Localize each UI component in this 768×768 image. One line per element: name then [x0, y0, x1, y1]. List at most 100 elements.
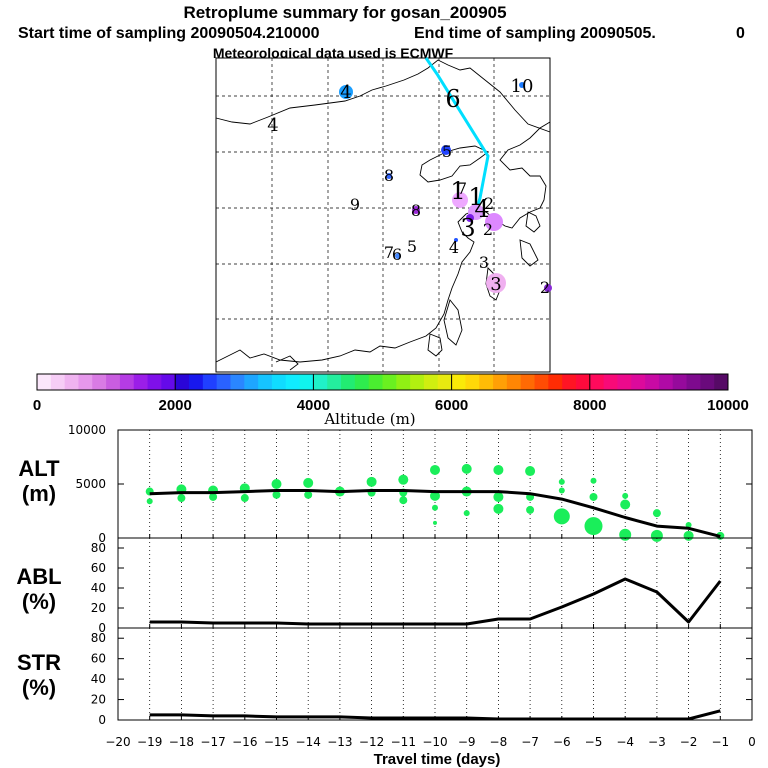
- colorbar-cell: [258, 374, 273, 390]
- panel-units: (%): [21, 589, 57, 614]
- colorbar-cell: [341, 374, 356, 390]
- map-dot: [544, 284, 552, 292]
- colorbar-cell: [106, 374, 121, 390]
- map-dot: [519, 82, 525, 88]
- map-dot: [339, 85, 353, 99]
- panel-abl: 0 20 40 60 80: [91, 537, 753, 635]
- colorbar-tick-label: 2000: [159, 397, 192, 414]
- colorbar-cell: [244, 374, 259, 390]
- panel-label-str: STR (%): [4, 650, 74, 700]
- altitude-particle: [526, 505, 535, 514]
- map-day-label: 7: [457, 179, 467, 198]
- x-tick-label: −8: [490, 735, 508, 749]
- altitude-particle: [177, 494, 186, 503]
- panel-units: (m): [21, 481, 57, 506]
- colorbar-cell: [147, 374, 162, 390]
- colorbar-cell: [368, 374, 383, 390]
- map-day-label: 3: [490, 274, 501, 295]
- altitude-particle: [650, 529, 663, 542]
- colorbar-tick-label: 6000: [435, 397, 468, 414]
- altitude-particle: [461, 463, 472, 474]
- y-tick-label: 60: [91, 652, 106, 666]
- colorbar-cell: [714, 374, 729, 390]
- y-tick-label: 0: [98, 713, 106, 727]
- altitude-particle: [558, 478, 565, 485]
- map-day-label: 2: [540, 278, 550, 297]
- altitude-colorbar: 0 2000 4000 6000 8000 10000 Altitude (m): [33, 373, 749, 428]
- altitude-particle: [240, 494, 249, 503]
- altitude-particle: [463, 510, 470, 517]
- x-tick-label: −17: [200, 735, 225, 749]
- x-tick-label: −10: [422, 735, 447, 749]
- map-day-label: 8: [411, 201, 421, 220]
- chart-title: Retroplume summary for gosan_200905: [183, 3, 507, 22]
- panel-label-alt: ALT (m): [4, 456, 74, 506]
- altitude-particle: [303, 477, 314, 488]
- map-dot: [386, 173, 392, 179]
- altitude-particle: [209, 492, 218, 501]
- colorbar-cell: [410, 374, 425, 390]
- map-day-label: 4: [267, 115, 278, 136]
- colorbar-cell: [437, 374, 453, 390]
- altitude-particle: [553, 508, 570, 525]
- altitude-particle: [685, 522, 692, 529]
- colorbar-cell: [50, 374, 66, 390]
- altitude-particle: [622, 492, 629, 499]
- altitude-particle: [146, 498, 153, 505]
- colorbar-ticks: 0 2000 4000 6000 8000 10000: [33, 374, 749, 414]
- x-tick-label: −16: [232, 735, 257, 749]
- colorbar-cell: [423, 374, 439, 390]
- end-time-label: End time of sampling 20090505.: [414, 25, 656, 42]
- colorbar-cell: [672, 374, 688, 390]
- met-data-label: Meteorological data used is ECMWF: [212, 45, 454, 61]
- x-tick-label: −6: [553, 735, 571, 749]
- map-day-label: 1: [450, 177, 465, 205]
- map-day-label: 4: [340, 82, 351, 103]
- colorbar-cell: [64, 374, 79, 390]
- colorbar-cell: [589, 374, 605, 390]
- map-dot: [486, 273, 506, 293]
- x-tick-label: −19: [137, 735, 162, 749]
- panel-ylabel: ALT: [18, 456, 60, 481]
- colorbar-cell: [451, 374, 466, 390]
- colorbar-cell: [230, 374, 245, 390]
- x-tick-label: −11: [391, 735, 416, 749]
- map-day-label: 3: [460, 214, 475, 242]
- map-day-label: 7: [384, 243, 394, 262]
- colorbar-cell: [299, 374, 314, 390]
- x-tick-label: −2: [680, 735, 698, 749]
- y-tick-label: 20: [91, 693, 106, 707]
- y-tick-label: 5000: [75, 477, 106, 491]
- colorbar-cell: [479, 374, 494, 390]
- panel-str: 0 20 40 60 80: [91, 627, 753, 727]
- x-tick-label: −15: [264, 735, 289, 749]
- map-dot: [395, 253, 401, 259]
- map-day-label: 4: [449, 238, 459, 257]
- map-day-label: 8: [384, 166, 394, 185]
- colorbar-cell: [216, 374, 231, 390]
- map-dot: [454, 238, 458, 242]
- y-tick-label: 0: [98, 531, 106, 545]
- colorbar-cell: [493, 374, 508, 390]
- colorbar-cell: [271, 374, 287, 390]
- colorbar-tick-label: 0: [33, 397, 41, 414]
- altitude-particle: [493, 503, 504, 514]
- y-tick-label: 0: [98, 621, 106, 635]
- colorbar-cell: [617, 374, 632, 390]
- y-tick-label: 60: [91, 561, 106, 575]
- map-dot: [441, 145, 451, 155]
- y-tick-label: 80: [91, 541, 106, 555]
- map-day-label: 2: [484, 194, 494, 213]
- x-tick-label: −9: [458, 735, 476, 749]
- altitude-particle: [584, 517, 603, 536]
- map-dots: [339, 82, 552, 293]
- colorbar-tick-label: 10000: [707, 397, 749, 414]
- panel-frame: [117, 627, 753, 721]
- colorbar-cell: [396, 374, 411, 390]
- altitude-particle: [271, 479, 282, 489]
- colorbar-cell: [534, 374, 549, 390]
- colorbar-cell: [313, 374, 328, 390]
